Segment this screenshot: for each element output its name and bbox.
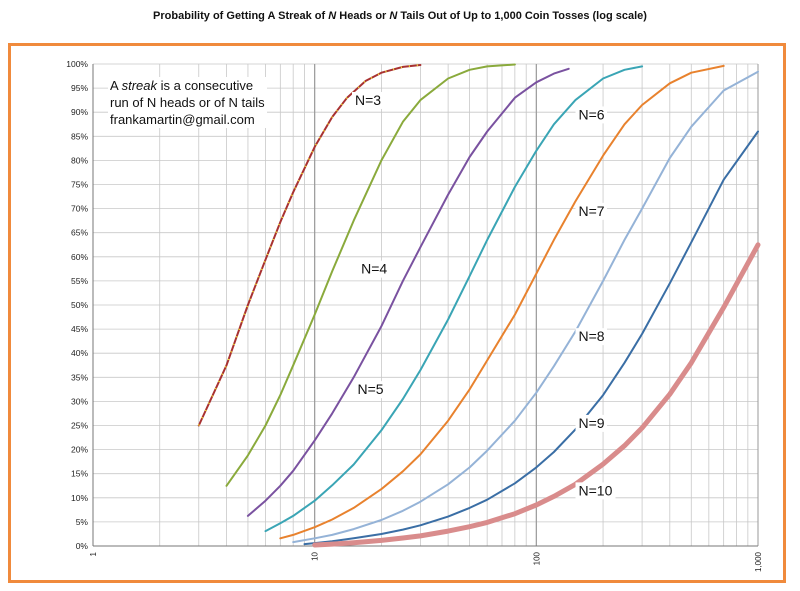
series-label-bg [354, 381, 386, 399]
y-tick-label: 65% [71, 228, 88, 238]
y-tick-label: 40% [71, 348, 88, 358]
y-tick-label: 80% [71, 155, 88, 165]
y-tick-label: 20% [71, 445, 88, 455]
series-label-bg [358, 260, 390, 278]
y-tick-label: 30% [71, 396, 88, 406]
y-tick-label: 10% [71, 493, 88, 503]
y-tick-label: 60% [71, 252, 88, 262]
author-email: frankamartin@gmail.com [110, 112, 255, 127]
series-label-n3: N=3 [355, 92, 381, 108]
y-tick-label: 50% [71, 300, 88, 310]
y-tick-label: 5% [76, 517, 89, 527]
y-tick-label: 70% [71, 204, 88, 214]
series-line-n6 [264, 65, 644, 533]
x-tick-label: 1 [89, 551, 98, 556]
series-line-n10 [312, 242, 761, 548]
y-axis-tick-labels: 0% 5% 10% 15% 20% 25% 30% 35% 40% 45% 50% 55% 60% 65%… [66, 59, 88, 551]
series-label-n9: N=9 [579, 415, 605, 431]
y-tick-label: 90% [71, 107, 88, 117]
series-label-bg [575, 328, 608, 346]
series-line-n5 [246, 67, 570, 517]
y-tick-label: 95% [71, 83, 88, 93]
y-tick-label: 85% [71, 131, 88, 141]
x-axis-tick-labels: 1 10 100 1,000 [89, 551, 763, 572]
y-tick-label: 75% [71, 180, 88, 190]
series-label-bg [575, 482, 616, 500]
series-label-n8: N=8 [579, 328, 605, 344]
series-label-n6: N=6 [579, 106, 605, 122]
series-line-n9 [303, 130, 759, 546]
y-tick-label: 35% [71, 372, 88, 382]
y-tick-label: 15% [71, 469, 88, 479]
series-line-n8 [292, 70, 759, 544]
x-tick-label: 100 [532, 551, 541, 565]
series-label-bg [351, 91, 384, 109]
series-label-bg [575, 414, 608, 432]
y-tick-label: 45% [71, 324, 88, 334]
note-line-2: run of N heads or of N tails [110, 95, 265, 110]
chart-title: Probability of Getting A Streak of N Hea… [153, 10, 647, 22]
series-line-n7 [279, 64, 725, 540]
y-tick-label: 25% [71, 421, 88, 431]
y-tick-label: 55% [71, 276, 88, 286]
x-tick-label: 1,000 [754, 551, 763, 572]
note-line-1: A streak is a consecutive [110, 78, 254, 93]
series-label-n4: N=4 [361, 261, 387, 277]
streak-definition-note: A streak is a consecutive run of N heads… [108, 77, 267, 128]
series-label-bg [575, 202, 608, 220]
series-line-n4 [225, 63, 516, 487]
series-line-n3 [197, 64, 422, 427]
series-label-bg [575, 106, 608, 124]
y-tick-label: 0% [76, 541, 89, 551]
series-labels: N=3 N=4 N=5 N=6 N=7 N=8 N=9 N=10 [351, 91, 616, 500]
series-lines [197, 63, 761, 548]
y-tick-label: 100% [66, 59, 88, 69]
series-label-n7: N=7 [579, 203, 605, 219]
series-label-n5: N=5 [357, 381, 383, 397]
x-tick-label: 10 [311, 551, 320, 560]
series-label-n10: N=10 [579, 482, 613, 498]
